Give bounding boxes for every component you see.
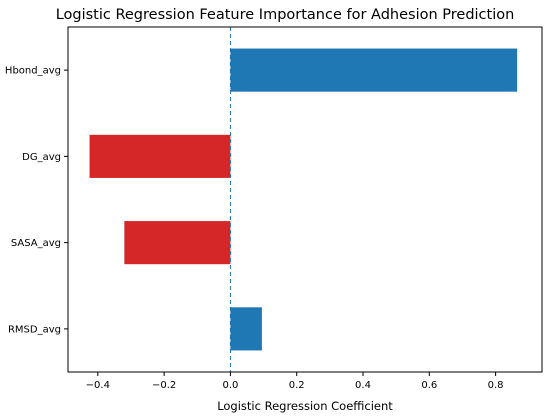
chart-title: Logistic Regression Feature Importance f… — [56, 7, 515, 23]
x-tick-label: −0.4 — [86, 380, 110, 391]
x-tick-label: 0.2 — [289, 380, 305, 391]
y-tick-label: SASA_avg — [11, 238, 61, 249]
x-axis-label: Logistic Regression Coefficient — [217, 399, 393, 413]
axes-frame — [67, 26, 543, 373]
x-tick-label: 0.6 — [421, 380, 437, 391]
bar-hbond-avg — [230, 48, 518, 92]
x-tick-label: −0.2 — [152, 380, 176, 391]
x-tick-label: 0.4 — [355, 380, 371, 391]
x-tick-label: 0.0 — [222, 380, 238, 391]
y-tick-label: RMSD_avg — [8, 324, 61, 335]
bar-rmsd-avg — [230, 307, 262, 351]
y-tick-label: Hbond_avg — [5, 66, 61, 77]
bar-dg-avg — [89, 134, 231, 178]
y-tick-label: DG_avg — [22, 152, 61, 163]
bar-sasa-avg — [124, 221, 231, 265]
x-tick-label: 0.8 — [488, 380, 504, 391]
plot-area: Hbond_avg DG_avg SASA_avg RMSD_avg −0.4 −0.2 0… — [5, 26, 543, 391]
